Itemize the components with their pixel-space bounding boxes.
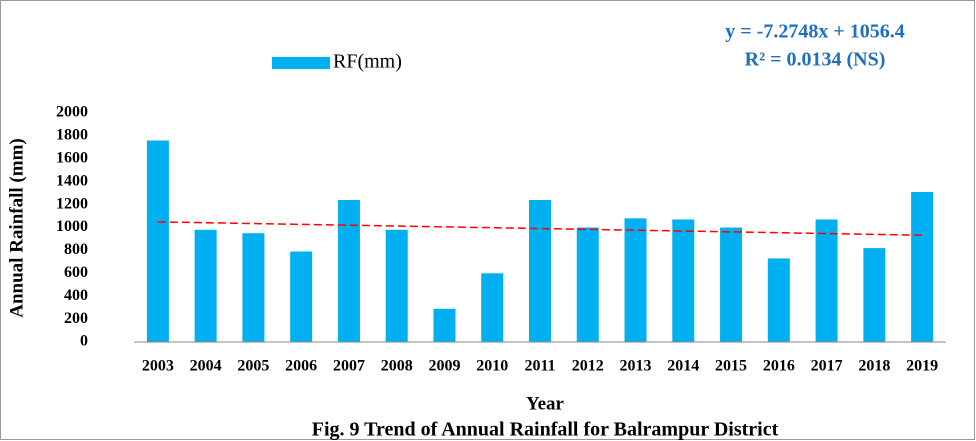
x-tick-label: 2006 xyxy=(285,358,317,375)
chart-title: Fig. 9 Trend of Annual Rainfall for Balr… xyxy=(312,419,779,441)
x-tick-label: 2004 xyxy=(190,358,222,375)
x-tick-label: 2009 xyxy=(428,358,460,375)
bar xyxy=(242,233,265,342)
x-tick-label: 2016 xyxy=(763,358,795,375)
y-tick-label: 1400 xyxy=(56,172,88,189)
bar xyxy=(433,308,456,342)
bar xyxy=(672,219,695,342)
bar xyxy=(767,258,790,342)
y-tick-label: 1000 xyxy=(56,218,88,235)
x-tick-label: 2012 xyxy=(572,358,604,375)
y-tick-label: 1600 xyxy=(56,149,88,166)
bar xyxy=(815,219,838,342)
trend-line xyxy=(157,221,923,236)
bar xyxy=(529,200,551,342)
y-tick-label: 0 xyxy=(80,333,88,350)
bar xyxy=(863,248,886,342)
bar xyxy=(146,140,169,342)
bar xyxy=(194,229,217,342)
y-tick-label: 400 xyxy=(64,287,88,304)
x-tick-label: 2019 xyxy=(906,358,938,375)
x-tick-label: 2008 xyxy=(381,358,413,375)
x-tick-label: 2005 xyxy=(237,358,269,375)
x-tick-label: 2017 xyxy=(811,358,843,375)
x-tick-label: 2018 xyxy=(858,358,890,375)
x-tick-label: 2011 xyxy=(524,358,555,375)
x-tick-label: 2003 xyxy=(142,358,174,375)
x-tick-label: 2013 xyxy=(620,358,652,375)
bar xyxy=(911,192,934,342)
y-tick-label: 1200 xyxy=(56,195,88,212)
y-tick-label: 2000 xyxy=(56,104,88,121)
y-tick-label: 1800 xyxy=(56,127,88,144)
x-tick-label: 2015 xyxy=(715,358,747,375)
y-tick-label: 600 xyxy=(64,264,88,281)
bar xyxy=(624,218,647,342)
bar xyxy=(290,251,313,342)
x-tick-label: 2007 xyxy=(333,358,365,375)
trend-r2: R² = 0.0134 (NS) xyxy=(745,49,886,71)
legend-label: RF(mm) xyxy=(333,51,402,73)
x-tick-label: 2014 xyxy=(667,358,699,375)
bar xyxy=(720,227,743,342)
bar xyxy=(337,200,360,342)
x-axis-label: Year xyxy=(526,393,565,414)
bar xyxy=(385,229,408,342)
trend-equation: y = -7.2748x + 1056.4 xyxy=(725,21,904,43)
y-tick-label: 200 xyxy=(64,310,88,327)
bar xyxy=(576,227,599,342)
bar xyxy=(481,273,504,342)
y-axis-label: Annual Rainfall (mm) xyxy=(6,138,27,317)
y-tick-label: 800 xyxy=(64,241,88,258)
legend-swatch xyxy=(272,57,330,69)
x-tick-label: 2010 xyxy=(476,358,508,375)
